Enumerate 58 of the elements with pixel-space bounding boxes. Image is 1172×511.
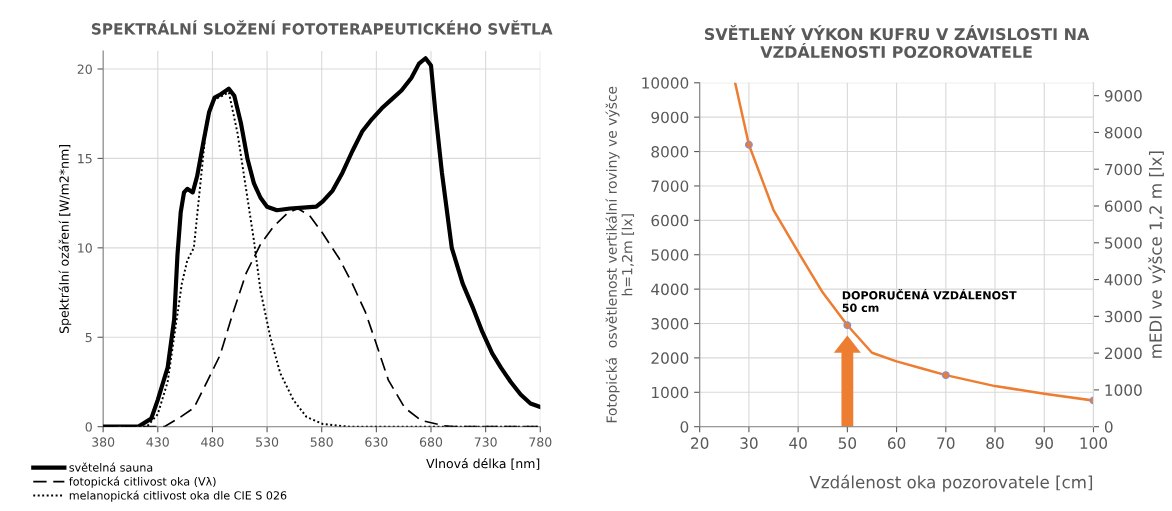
y-tick-label: 9000 (651, 111, 689, 124)
x-tick-label: 50 (838, 437, 857, 449)
x-tick-label: 90 (1035, 437, 1053, 449)
y2-tick-label: 6000 (1104, 200, 1142, 213)
y-tick-label: 5 (85, 332, 92, 343)
point (843, 321, 852, 330)
point (941, 371, 950, 380)
y2-tick-label: 7000 (1105, 163, 1142, 176)
y2-tick-label: 4000 (1104, 274, 1142, 286)
x-tick-label: 100 (1080, 437, 1108, 449)
y-tick-label: 1000 (652, 386, 689, 399)
y2-tick-label: 3000 (1105, 310, 1142, 323)
y2-axis-title: mEDI ve výšce 1,2 m [lx] (1148, 151, 1166, 358)
x-tick-label: 80 (986, 437, 1004, 449)
y-tick-label: 0 (680, 421, 689, 433)
x-tick-label: 40 (789, 437, 807, 449)
point (744, 140, 753, 149)
y-tick-label: 20 (77, 64, 92, 74)
x-tick-label: 60 (887, 437, 906, 449)
y-tick-label: 0 (85, 422, 92, 432)
legend-label: fotopická citlivost oka (Vλ) (69, 476, 216, 488)
x-tick-label: 530 (256, 437, 279, 447)
x-tick-label: 70 (937, 437, 955, 449)
x-tick-label: 430 (146, 437, 169, 447)
y-axis-title: Spektrální ozáření [W/m2*nm] (58, 145, 72, 334)
y2-tick-label: 0 (1104, 421, 1113, 433)
x-tick-label: 780 (529, 437, 552, 447)
y-tick-label: 4000 (651, 283, 689, 296)
y-tick-label: 2000 (651, 352, 689, 364)
x-axis-title: Vlnová délka [nm] (426, 458, 540, 470)
x-tick-label: 480 (201, 437, 224, 447)
y2-tick-label: 5000 (1105, 237, 1142, 249)
chart-title: SPEKTRÁLNÍ SLOŽENÍ FOTOTERAPEUTICKÉHO SVĚTLA (91, 20, 553, 35)
y2-tick-label: 8000 (1104, 126, 1142, 139)
legend-label: melanopická citlivost oka dle CIE S 026 (69, 490, 287, 502)
y-tick-label: 10 (78, 243, 92, 253)
y-axis-title: Fotopická osvětlenost vertikální roviny ve výšce h=1,2m [lx] (605, 86, 635, 423)
x-tick-label: 30 (740, 437, 758, 449)
x-tick-label: 730 (474, 437, 497, 447)
y2-tick-label: 9000 (1104, 90, 1142, 102)
y-tick-label: 10000 (642, 77, 689, 89)
y-tick-label: 3000 (651, 317, 689, 330)
annotation: DOPORUČENÁ VZDÁLENOST 50 cm (842, 289, 1017, 312)
x-axis-title: Vzdálenost oka pozorovatele [cm] (809, 474, 1093, 492)
x-tick-label: 680 (419, 437, 443, 447)
x-tick-label: 380 (92, 437, 115, 447)
y-tick-label: 7000 (651, 180, 689, 192)
y2-tick-label: 1000 (1105, 384, 1142, 396)
x-tick-label: 580 (310, 437, 333, 447)
y-tick-label: 15 (78, 154, 92, 164)
chart-title: SVĚTLENÝ VÝKON KUFRU V ZÁVISLOSTI NA VZDÁLENOSTI POZOROVATELE (704, 25, 1090, 59)
x-tick-label: 630 (365, 437, 388, 447)
y2-tick-label: 2000 (1105, 347, 1142, 360)
legend-label: světelná sauna (69, 462, 153, 472)
y-tick-label: 6000 (651, 214, 689, 227)
x-tick-label: 20 (691, 437, 709, 449)
y-tick-label: 8000 (651, 146, 689, 158)
y-tick-label: 5000 (651, 249, 689, 261)
